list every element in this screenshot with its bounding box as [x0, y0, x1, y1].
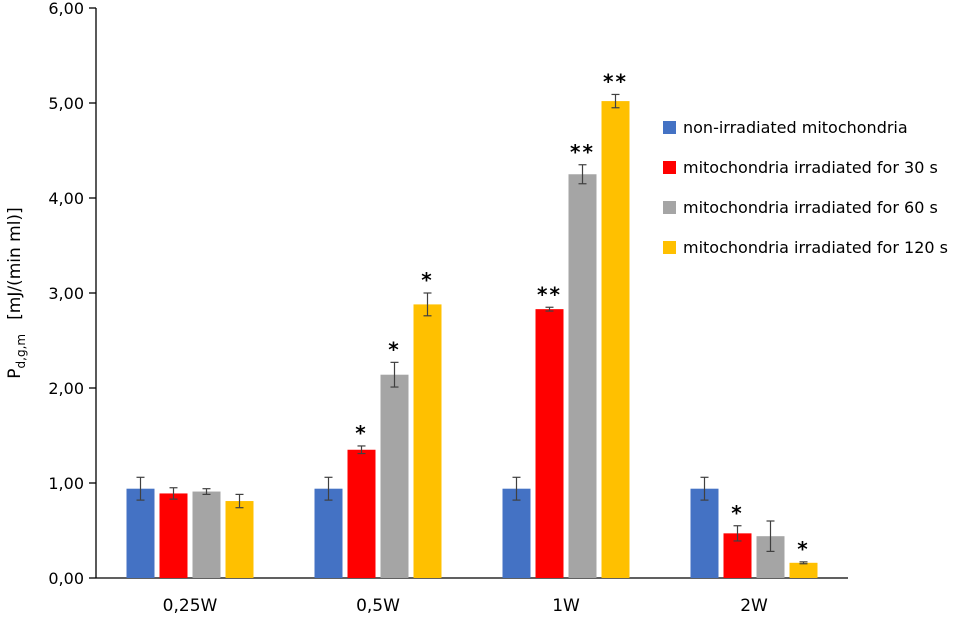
significance-marker: *	[421, 268, 433, 292]
y-tick-label: 2,00	[48, 379, 84, 398]
bars-group	[126, 93, 818, 578]
y-tick-label: 6,00	[48, 0, 84, 18]
bar	[789, 562, 818, 578]
significance-marker: *	[388, 337, 400, 361]
x-tick-label: 1W	[552, 596, 580, 616]
bar	[225, 501, 254, 578]
bar	[568, 174, 597, 578]
x-tick-label: 0,25W	[163, 596, 218, 616]
legend-label: mitochondria irradiated for 30 s	[683, 158, 938, 177]
y-axis-label-subscript: d,g,m	[14, 334, 28, 369]
bar	[601, 101, 630, 578]
bar	[535, 309, 564, 578]
bar	[126, 488, 155, 578]
significance-marker: *	[731, 501, 743, 525]
labels-group: 0,25W 0,5W***1W******2W**	[163, 69, 809, 616]
bar	[413, 304, 442, 578]
significance-marker: *	[797, 537, 809, 561]
y-axis-label: Pd,g,m [mJ/(min ml)]	[5, 207, 28, 378]
significance-marker: **	[603, 69, 628, 93]
axes: 0,00 1,00 2,00 3,00 4,00 5,00 6,00 Pd,g,m [mJ/(m…	[5, 0, 848, 588]
bar	[690, 488, 719, 578]
bar	[159, 493, 188, 578]
significance-marker: *	[355, 421, 367, 445]
legend-label: mitochondria irradiated for 120 s	[683, 238, 948, 257]
legend-swatch	[663, 241, 676, 254]
y-tick-label: 3,00	[48, 284, 84, 303]
y-tick-label: 1,00	[48, 474, 84, 493]
legend-swatch	[663, 161, 676, 174]
legend-swatch	[663, 121, 676, 134]
y-tick-label: 4,00	[48, 189, 84, 208]
legend-label: mitochondria irradiated for 60 s	[683, 198, 938, 217]
y-tick-label: 0,00	[48, 569, 84, 588]
significance-marker: **	[537, 282, 562, 306]
x-tick-label: 2W	[740, 596, 768, 616]
bar	[502, 488, 531, 578]
y-tick-label: 5,00	[48, 94, 84, 113]
x-tick-label: 0,5W	[356, 596, 400, 616]
bar	[380, 374, 409, 578]
y-axis-label-main: P	[5, 368, 25, 378]
legend-swatch	[663, 201, 676, 214]
bar	[192, 491, 221, 578]
significance-marker: **	[570, 140, 595, 164]
legend-label: non-irradiated mitochondria	[683, 118, 908, 137]
bar	[314, 488, 343, 578]
legend: non-irradiated mitochondria mitochondria …	[663, 118, 948, 257]
y-axis-label-unit: [mJ/(min ml)]	[5, 207, 25, 320]
bar	[347, 449, 376, 578]
